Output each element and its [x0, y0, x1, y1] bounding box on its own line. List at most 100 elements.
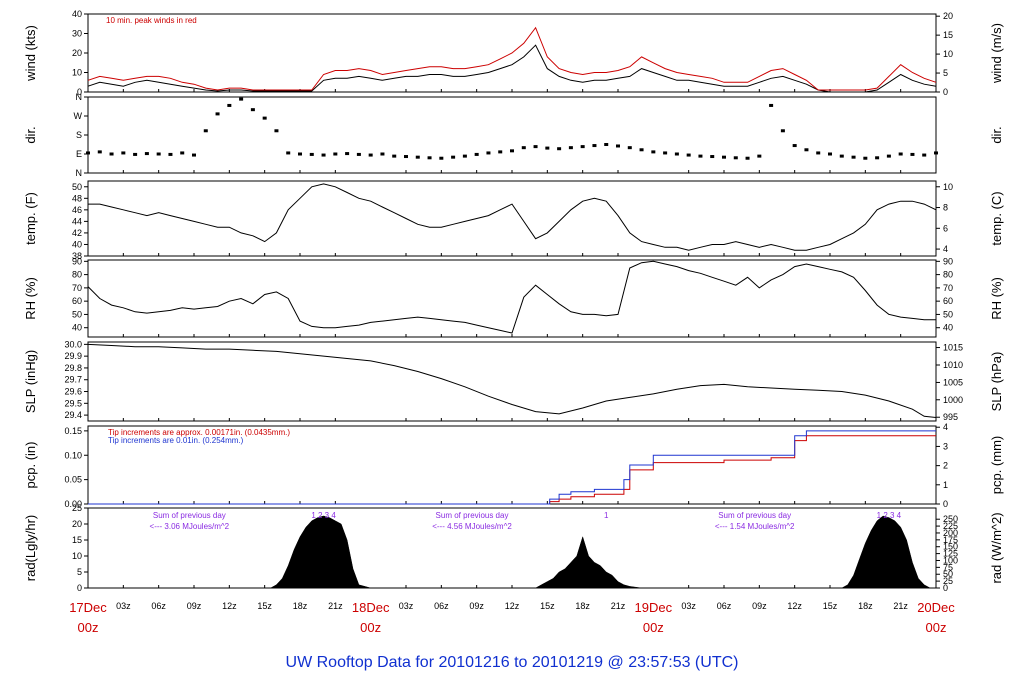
left-tick-label: 38: [72, 251, 82, 261]
data-point: [769, 103, 774, 107]
left-tick-label: 0.15: [64, 426, 82, 436]
left-tick-label: 0: [77, 583, 82, 593]
x-tick-label: 03z: [681, 601, 696, 611]
right-tick-label: 1015: [943, 343, 963, 353]
left-tick-label: 40: [72, 239, 82, 249]
y-axis-label-right: dir.: [989, 126, 1004, 143]
left-tick-label: 42: [72, 228, 82, 238]
data-point: [804, 148, 809, 152]
right-tick-label: 20: [943, 11, 953, 21]
data-point: [474, 152, 479, 156]
data-point: [816, 151, 821, 155]
data-point: [604, 143, 609, 146]
right-tick-label: 1005: [943, 377, 963, 387]
left-tick-label: 48: [72, 193, 82, 203]
wind-note: 10 min. peak winds in red: [106, 16, 197, 25]
x-tick-label: 09z: [187, 601, 202, 611]
data-point: [274, 129, 279, 133]
data-point: [639, 148, 644, 152]
x-tick-label: 15z: [257, 601, 272, 611]
left-tick-label: 5: [77, 567, 82, 577]
data-point: [898, 152, 903, 156]
right-tick-label: 150: [943, 542, 958, 552]
data-point: [298, 152, 302, 156]
left-tick-label: 0.05: [64, 475, 82, 485]
x-tick-label: 18z: [575, 601, 590, 611]
data-point: [203, 129, 208, 133]
data-point: [686, 153, 691, 157]
right-tick-label: 40: [943, 323, 953, 333]
data-point: [156, 152, 161, 156]
left-tick-label: 29.9: [64, 351, 82, 361]
rad-sum-label: Sum of previous day: [153, 511, 226, 520]
right-tick-label: 10: [943, 49, 953, 59]
left-tick-label: S: [76, 130, 82, 140]
x-tick-label: 03z: [116, 601, 131, 611]
left-tick-label: 40: [72, 9, 82, 19]
panel-rh: 40 50 60 70 80 90 40 50 60 70 80 90 RH (%) RH (%): [23, 256, 1004, 338]
x-tick-label: 12z: [222, 601, 237, 611]
data-point: [97, 150, 102, 154]
data-point: [309, 152, 314, 156]
series-line: [87, 44, 937, 93]
data-point: [828, 152, 832, 156]
day-label-date: 18Dec: [352, 600, 390, 615]
left-tick-label: 10: [72, 551, 82, 561]
y-axis-label-right: rad (W/m^2): [989, 512, 1004, 583]
data-point: [580, 145, 585, 149]
data-point: [616, 144, 620, 148]
x-tick-label: 18z: [293, 601, 308, 611]
data-point: [757, 154, 762, 158]
y-axis-label-left: RH (%): [23, 277, 38, 320]
data-point: [568, 146, 573, 150]
left-tick-label: 46: [72, 205, 82, 215]
right-tick-label: 8: [943, 203, 948, 213]
left-tick-label: E: [76, 149, 82, 159]
day-label-hour: 00z: [926, 620, 947, 635]
right-tick-label: 5: [943, 68, 948, 78]
right-tick-label: 995: [943, 412, 958, 422]
right-tick-label: 80: [943, 270, 953, 280]
y-axis-label-left: temp. (F): [23, 192, 38, 245]
day-label-hour: 00z: [360, 620, 381, 635]
rad-markers: 1: [604, 511, 609, 520]
left-tick-label: 25: [72, 503, 82, 513]
left-tick-label: 29.4: [64, 410, 82, 420]
tip-note-red: Tip increments are approx. 0.00171in. (0…: [108, 428, 290, 437]
right-tick-label: 0: [943, 87, 948, 97]
series-line: [87, 26, 937, 91]
x-tick-label: 03z: [399, 601, 414, 611]
data-point: [934, 151, 938, 155]
right-tick-label: 1: [943, 480, 948, 490]
left-tick-label: 29.6: [64, 387, 82, 397]
data-point: [321, 153, 326, 157]
right-tick-label: 1000: [943, 395, 963, 405]
x-tick-label: 21z: [893, 601, 908, 611]
data-point: [262, 116, 267, 120]
data-point: [168, 152, 173, 156]
data-point: [392, 154, 397, 158]
data-point: [250, 108, 255, 112]
data-point: [875, 156, 880, 160]
x-tick-label: 06z: [717, 601, 732, 611]
panel-frame: [87, 96, 937, 174]
data-point: [627, 146, 632, 150]
y-axis-label-right: RH (%): [989, 277, 1004, 320]
data-point: [86, 151, 90, 155]
data-point: [180, 151, 185, 155]
y-axis-label-left: wind (kts): [23, 25, 38, 82]
x-tick-label: 09z: [469, 601, 484, 611]
data-point: [851, 155, 856, 159]
left-tick-label: 29.7: [64, 375, 82, 385]
data-point: [286, 151, 291, 155]
right-tick-label: 4: [943, 244, 948, 254]
data-point: [510, 149, 514, 153]
data-point: [592, 144, 597, 148]
data-point: [133, 152, 138, 156]
data-point: [698, 154, 703, 158]
panel-slp: 29.4 29.529.6 29.7 29.8 29.9 30.0 995 1000 1005 1…: [23, 339, 1004, 422]
panel-frame: [87, 180, 937, 257]
